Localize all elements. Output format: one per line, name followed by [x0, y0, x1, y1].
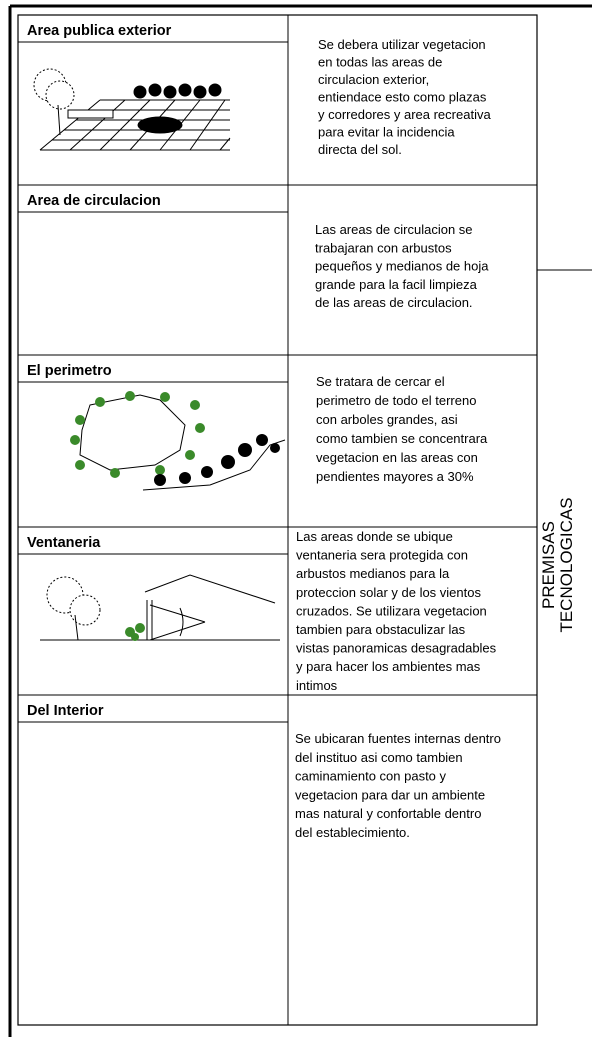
row-text: como tambien se concentrara	[316, 431, 488, 446]
row-text: vegetacion para dar un ambiente	[295, 787, 485, 802]
row-text: entiendace esto como plazas	[318, 90, 487, 105]
row-text: pendientes mayores a 30%	[316, 469, 474, 484]
row-text: perimetro de todo el terreno	[316, 393, 476, 408]
row-text: Se debera utilizar vegetacion	[318, 37, 486, 52]
row-text: para evitar la incidencia	[318, 125, 455, 140]
row-text: cruzados. Se utilizara vegetacion	[296, 603, 487, 618]
row-text: vistas panoramicas desagradables	[296, 641, 497, 656]
plaza-illustration	[33, 68, 231, 151]
row-text: del instituo asi como tambien	[295, 750, 463, 765]
row-text: circulacion exterior,	[318, 72, 429, 87]
row-text: directa del sol.	[318, 142, 402, 157]
row-text: arbustos medianos para la	[296, 566, 450, 581]
side-label: TECNOLOGICAS	[557, 497, 576, 632]
row-text: grande para la facil limpieza	[315, 277, 478, 292]
row-text: del establecimiento.	[295, 825, 410, 840]
row-title: Del Interior	[27, 703, 104, 719]
row-text: Las areas de circulacion se	[315, 222, 473, 237]
window-illustration	[40, 574, 280, 641]
row-text: Se tratara de cercar el	[316, 374, 445, 389]
row-title: Ventaneria	[27, 535, 101, 551]
side-label: PREMISAS	[539, 521, 558, 609]
row-text: mas natural y confortable dentro	[295, 806, 481, 821]
row-text: y corredores y area recreativa	[318, 107, 491, 122]
row-text: con arboles grandes, asi	[316, 412, 458, 427]
row-text: de las areas de circulacion.	[315, 295, 473, 310]
row-text: pequeños y medianos de hoja	[315, 259, 489, 274]
row-title: El perimetro	[27, 363, 112, 379]
row-text: Se ubicaran fuentes internas dentro	[295, 731, 501, 746]
row-text: caminamiento con pasto y	[295, 769, 447, 784]
row-text: tambien para obstaculizar las	[296, 622, 466, 637]
row-text: en todas las areas de	[318, 55, 442, 70]
row-text: intimos	[296, 678, 338, 693]
row-title: Area de circulacion	[27, 193, 161, 209]
perimeter-illustration	[70, 391, 286, 491]
row-text: proteccion solar y de los vientos	[296, 585, 481, 600]
row-text: Las areas donde se ubique	[296, 529, 453, 544]
row-text: trabajaran con arbustos	[315, 240, 452, 255]
table-border	[17, 14, 538, 1026]
row-title: Area publica exterior	[27, 23, 172, 39]
row-text: y para hacer los ambientes mas	[296, 659, 481, 674]
row-text: vegetacion en las areas con	[316, 450, 478, 465]
row-text: ventaneria sera protegida con	[296, 548, 468, 563]
